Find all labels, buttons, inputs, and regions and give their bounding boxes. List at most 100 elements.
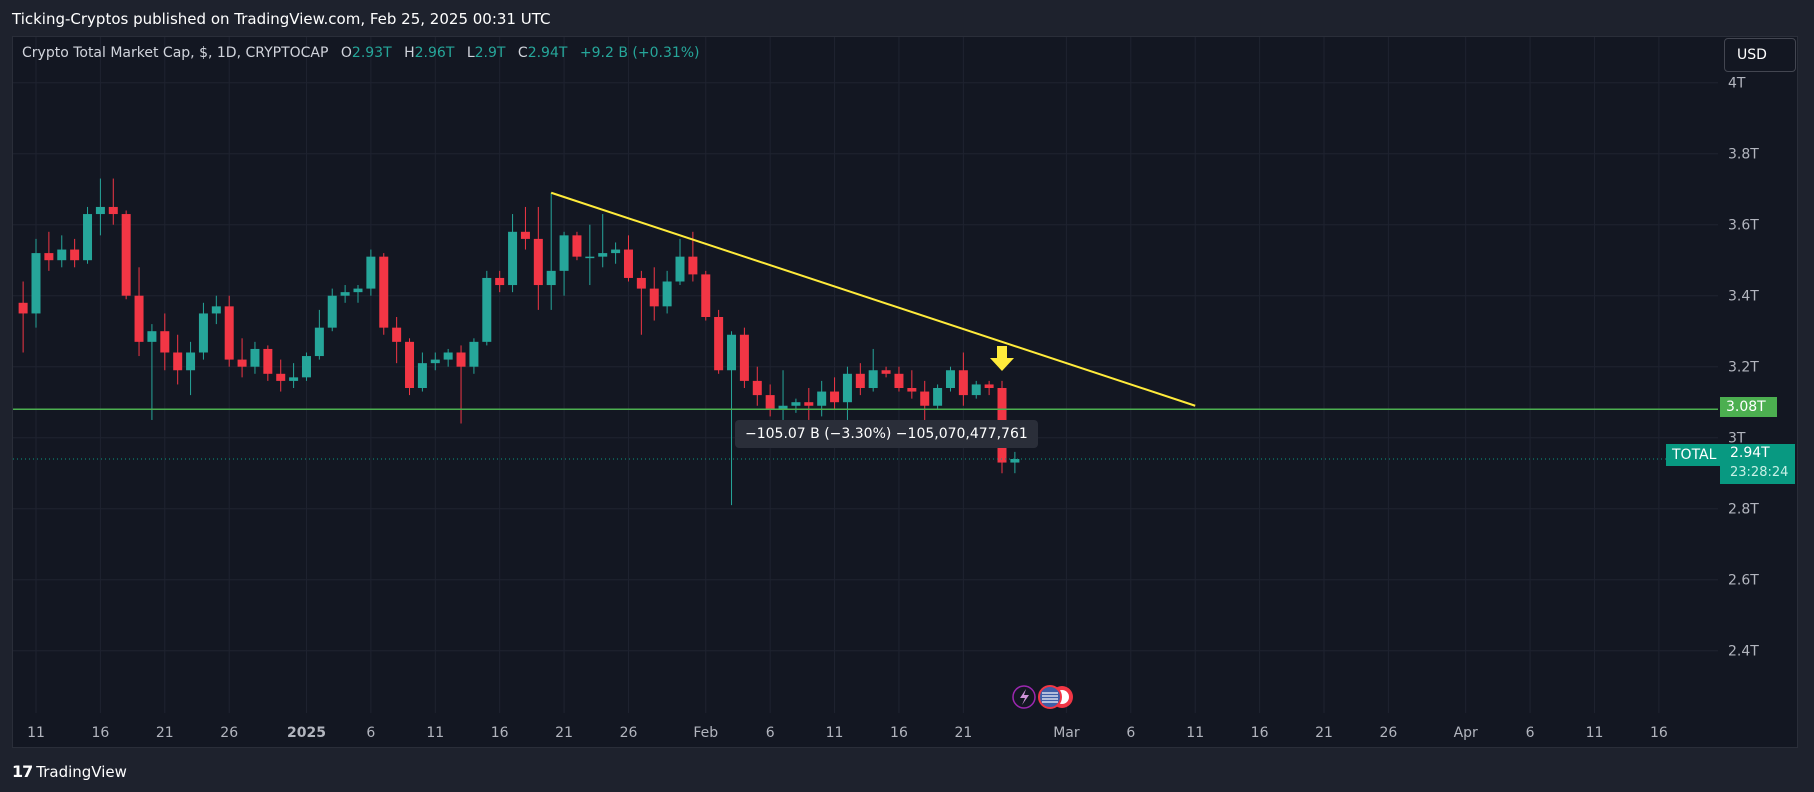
- candle-body[interactable]: [301, 356, 311, 378]
- support-price-tag: 3.08T: [1720, 397, 1777, 417]
- candle-body[interactable]: [662, 281, 672, 307]
- y-tick-label: 4T: [1728, 76, 1746, 92]
- candle-body[interactable]: [314, 327, 324, 357]
- candle-body[interactable]: [675, 256, 685, 282]
- candle-body[interactable]: [894, 373, 904, 388]
- candle-body[interactable]: [353, 288, 363, 293]
- candle-body[interactable]: [598, 253, 608, 257]
- candle-body[interactable]: [855, 373, 865, 388]
- candle-body[interactable]: [907, 388, 917, 392]
- last-price-tag: 2.94T 23:28:24: [1720, 444, 1795, 484]
- us-flag-event-icon[interactable]: [1038, 685, 1062, 709]
- candle-body[interactable]: [984, 384, 994, 388]
- candle-body[interactable]: [237, 359, 247, 367]
- price-range-measure[interactable]: −105.07 B (−3.30%) −105,070,477,761: [735, 420, 1038, 448]
- candle-body[interactable]: [817, 391, 827, 406]
- candle-body[interactable]: [830, 391, 840, 403]
- price-chart[interactable]: 2.4T 2.6T 2.8T 3T 3.2T 3.4T 3.6T 3.8T 4T 11 16 21 26…: [0, 0, 1814, 750]
- candle-body[interactable]: [636, 277, 646, 289]
- candle-body[interactable]: [739, 334, 749, 381]
- candle-body[interactable]: [714, 317, 724, 371]
- candle-body[interactable]: [366, 256, 376, 289]
- candle-body[interactable]: [920, 391, 930, 406]
- candle-body[interactable]: [276, 373, 286, 381]
- candle-body[interactable]: [405, 341, 415, 388]
- candle-body[interactable]: [83, 214, 93, 261]
- candle-body[interactable]: [842, 373, 852, 403]
- candle-body[interactable]: [971, 384, 981, 396]
- candle-body[interactable]: [791, 402, 801, 406]
- candle-body[interactable]: [31, 253, 41, 314]
- chart-frame[interactable]: [12, 36, 1798, 748]
- candle-body[interactable]: [649, 288, 659, 307]
- candle-body[interactable]: [688, 256, 698, 275]
- candle-body[interactable]: [417, 363, 427, 388]
- candle-body[interactable]: [611, 249, 621, 254]
- x-tick-label: 11: [27, 725, 45, 741]
- candle-body[interactable]: [57, 249, 67, 261]
- candle-body[interactable]: [945, 370, 955, 388]
- candle-body[interactable]: [804, 402, 814, 406]
- candle-body[interactable]: [765, 395, 775, 410]
- candle-body[interactable]: [134, 295, 144, 342]
- lightning-bolt-icon: [1020, 689, 1029, 705]
- symbol-legend[interactable]: Crypto Total Market Cap, $, 1D, CRYPTOCA…: [22, 45, 700, 61]
- candle-body[interactable]: [121, 214, 131, 296]
- candle-body[interactable]: [263, 348, 273, 374]
- candle-body[interactable]: [958, 370, 968, 396]
- candle-body[interactable]: [108, 206, 118, 215]
- symbol-tag: TOTAL: [1666, 444, 1723, 466]
- candle-body[interactable]: [95, 206, 105, 215]
- candle-body[interactable]: [340, 292, 350, 296]
- y-tick-label: 3.8T: [1728, 147, 1759, 163]
- candle-body[interactable]: [379, 256, 389, 328]
- candle-body[interactable]: [701, 274, 711, 317]
- candle-body[interactable]: [533, 238, 543, 286]
- candle-body[interactable]: [559, 235, 569, 271]
- candle-body[interactable]: [546, 270, 556, 286]
- candle-body[interactable]: [430, 359, 440, 364]
- x-tick-label: 21: [555, 725, 573, 741]
- candle-body[interactable]: [520, 231, 530, 239]
- candle-body[interactable]: [44, 253, 54, 261]
- x-tick-label: Feb: [693, 725, 718, 741]
- candle-body[interactable]: [147, 331, 157, 342]
- candle-body[interactable]: [868, 370, 878, 388]
- currency-button[interactable]: USD: [1724, 38, 1796, 72]
- candle-body[interactable]: [469, 341, 479, 367]
- candle-body[interactable]: [508, 231, 518, 286]
- candle-body[interactable]: [289, 377, 299, 381]
- candle-body[interactable]: [173, 352, 183, 371]
- candle-body[interactable]: [443, 352, 453, 360]
- candle-body[interactable]: [456, 352, 466, 367]
- candle-body[interactable]: [327, 295, 337, 328]
- low-label: L: [466, 45, 475, 61]
- x-tick-label: Mar: [1053, 725, 1080, 741]
- trend-line[interactable]: [550, 191, 1196, 407]
- candle-body[interactable]: [495, 277, 505, 286]
- candle-body[interactable]: [933, 388, 943, 406]
- candle-body[interactable]: [18, 302, 28, 314]
- x-tick-label: 6: [366, 725, 375, 741]
- candle-body[interactable]: [585, 256, 595, 259]
- candle-body[interactable]: [160, 331, 170, 353]
- candle-body[interactable]: [392, 327, 402, 342]
- low-value: 2.9T: [474, 45, 506, 61]
- candle-body[interactable]: [778, 405, 788, 410]
- candle-body[interactable]: [572, 235, 582, 257]
- candle-body[interactable]: [623, 249, 633, 278]
- tradingview-brand[interactable]: 17 TradingView: [12, 762, 127, 781]
- candle-body[interactable]: [482, 277, 492, 342]
- candle-body[interactable]: [224, 306, 234, 360]
- candle-body[interactable]: [211, 306, 221, 314]
- candle-body[interactable]: [1010, 459, 1020, 463]
- candle-body[interactable]: [752, 380, 762, 396]
- candle-body[interactable]: [881, 370, 891, 374]
- x-tick-label: 2025: [287, 725, 326, 741]
- candle-body[interactable]: [186, 352, 196, 371]
- candle-body[interactable]: [250, 348, 260, 367]
- tradingview-logo-icon: 17: [12, 762, 33, 781]
- candle-body[interactable]: [70, 249, 80, 261]
- candle-body[interactable]: [727, 334, 737, 371]
- candle-body[interactable]: [198, 313, 208, 353]
